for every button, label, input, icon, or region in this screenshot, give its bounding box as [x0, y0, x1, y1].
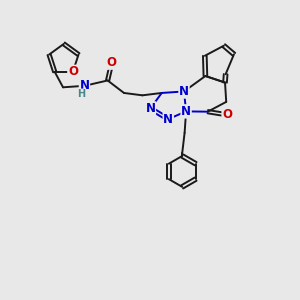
Text: O: O: [68, 65, 78, 78]
Text: O: O: [222, 108, 232, 121]
Text: O: O: [106, 56, 116, 69]
Text: N: N: [163, 112, 173, 126]
Text: N: N: [181, 105, 191, 118]
Text: N: N: [80, 79, 89, 92]
Text: H: H: [77, 89, 85, 99]
Text: N: N: [179, 85, 189, 98]
Text: N: N: [146, 102, 155, 115]
